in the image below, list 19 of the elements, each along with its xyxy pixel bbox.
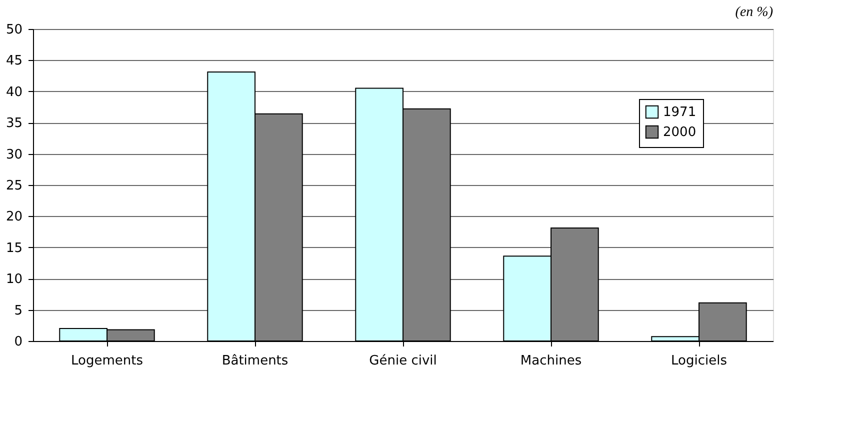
y-tick-label: 40 (6, 84, 22, 100)
x-tick-label: Génie civil (369, 354, 437, 368)
y-tick-label: 20 (6, 210, 22, 225)
legend-label: 1971 (663, 105, 696, 120)
y-tick-label: 45 (6, 54, 22, 69)
x-tick-label: Bâtiments (222, 354, 288, 368)
legend-label: 2000 (663, 125, 696, 140)
y-tick-label: 35 (6, 116, 22, 132)
y-tick-label: 5 (14, 303, 22, 318)
y-tick-label: 15 (6, 240, 22, 256)
text: (en %) (735, 5, 774, 20)
x-tick-label: Logements (71, 354, 144, 368)
y-tick-label: 30 (6, 147, 22, 162)
y-tick-label: 25 (6, 178, 22, 194)
x-tick-label: Machines (520, 354, 582, 368)
x-tick-label: Logiciels (671, 354, 728, 368)
y-tick-label: 50 (6, 22, 22, 38)
y-tick-label: 0 (14, 334, 22, 350)
y-tick-label: 10 (6, 272, 22, 288)
